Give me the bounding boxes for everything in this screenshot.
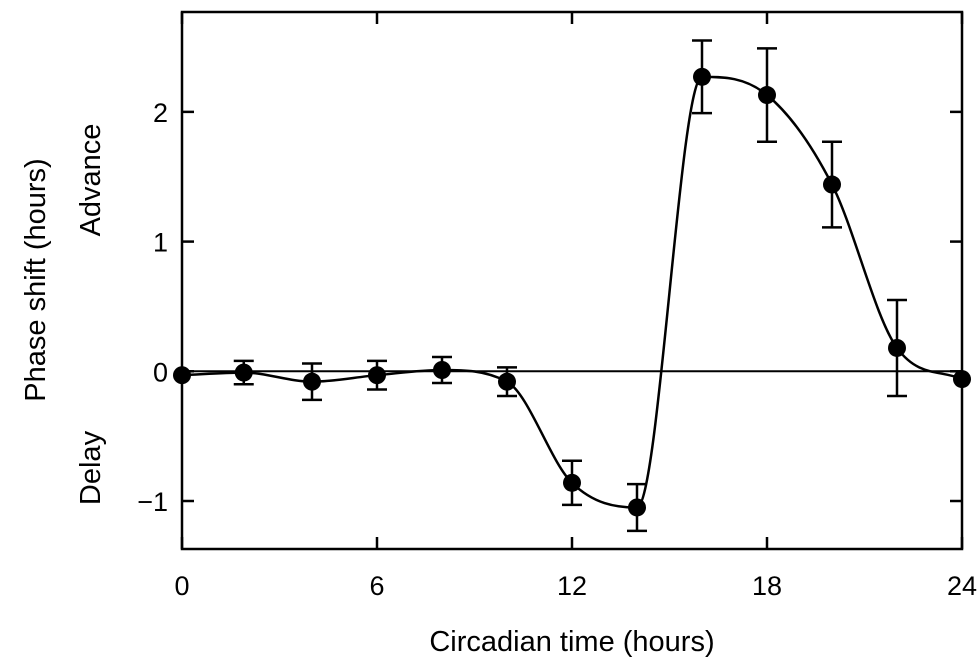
y-tick-label: 2 <box>153 98 168 128</box>
x-axis-label: Circadian time (hours) <box>429 626 714 658</box>
data-point <box>433 361 451 379</box>
data-point <box>303 372 321 391</box>
data-point <box>234 363 253 382</box>
data-point <box>693 67 711 86</box>
x-tick-label: 24 <box>947 571 977 601</box>
data-point <box>498 372 516 391</box>
data-point <box>758 86 776 105</box>
error-bars <box>233 39 907 533</box>
data-points <box>173 67 971 517</box>
data-point <box>953 370 971 389</box>
x-tick-label: 0 <box>174 571 189 601</box>
fitted-curve <box>181 75 963 509</box>
x-tick-label: 6 <box>369 571 384 601</box>
y-axis-label-delay: Delay <box>75 430 107 505</box>
data-point <box>368 366 386 385</box>
y-tick-label: 1 <box>153 228 168 258</box>
data-point <box>888 338 906 357</box>
x-axis-ticks: 0 6 12 18 24 <box>174 12 977 601</box>
y-tick-label: 0 <box>153 357 168 387</box>
data-point <box>823 175 841 194</box>
data-point <box>563 473 581 492</box>
y-axis-ticks: −1 0 1 2 <box>137 98 962 517</box>
x-tick-label: 12 <box>557 571 587 601</box>
y-axis-label: Phase shift (hours) <box>20 158 52 401</box>
y-tick-label: −1 <box>137 487 168 517</box>
data-point <box>173 366 191 385</box>
x-tick-label: 18 <box>752 571 782 601</box>
data-point <box>628 498 646 517</box>
y-axis-label-advance: Advance <box>75 124 107 237</box>
